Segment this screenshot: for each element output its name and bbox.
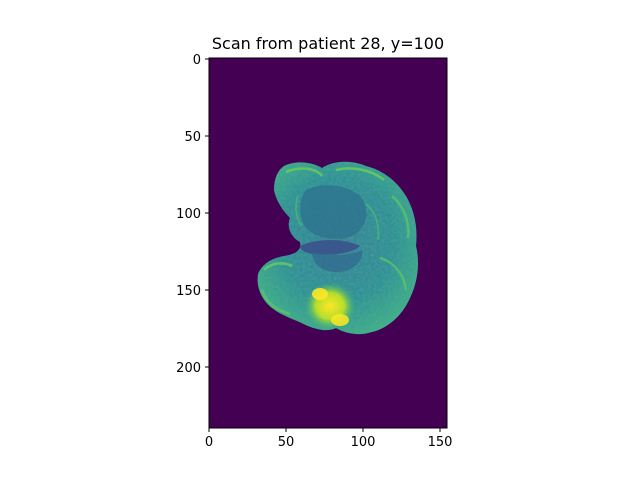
plot-title: Scan from patient 28, y=100 — [212, 34, 444, 53]
x-tick-label: 50 — [278, 435, 295, 450]
x-tick-label: 150 — [428, 435, 453, 450]
x-tick-label: 100 — [351, 435, 376, 450]
y-tick-label: 0 — [193, 53, 201, 68]
x-tick-label: 0 — [205, 435, 213, 450]
x-axis: 0 50 100 150 — [205, 428, 453, 450]
bright-lesion — [304, 282, 356, 330]
y-axis: 0 50 100 150 200 — [176, 53, 209, 376]
y-tick-label: 50 — [184, 130, 201, 145]
y-tick-label: 150 — [176, 284, 201, 299]
y-tick-label: 100 — [176, 207, 201, 222]
y-tick-label: 200 — [176, 361, 201, 376]
scan-image — [209, 58, 447, 428]
